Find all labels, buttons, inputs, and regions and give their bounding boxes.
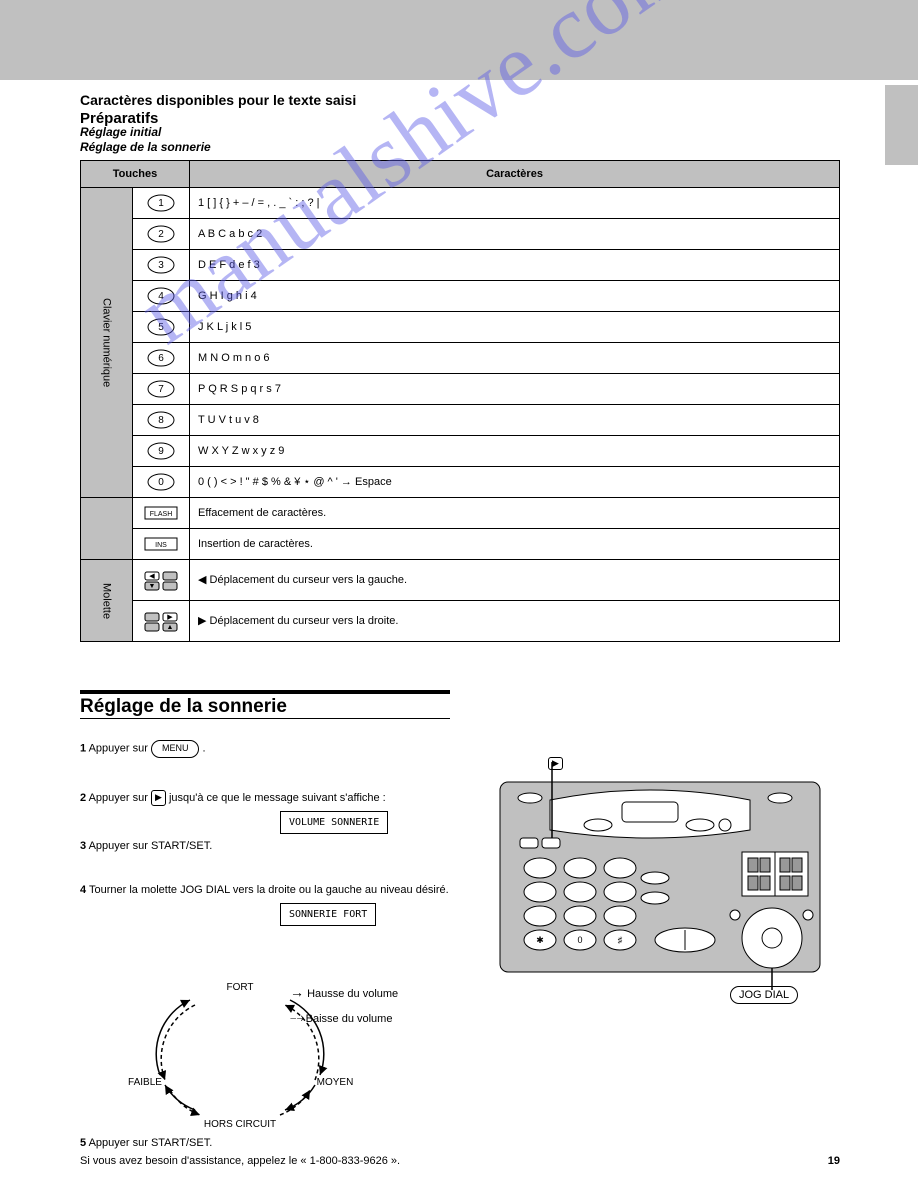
key-9: 9 — [133, 436, 190, 467]
ringer-heading: Réglage de la sonnerie — [80, 696, 450, 718]
key-2: 2 — [133, 219, 190, 250]
step-text: Appuyer sur START/SET. — [89, 840, 213, 852]
key-3: 3 — [133, 250, 190, 281]
svg-text:3: 3 — [158, 260, 164, 271]
svg-text:0: 0 — [577, 935, 582, 945]
control-panel-illustration: ✱ 0 ♯ — [490, 750, 830, 1010]
chars-ins: Insertion de caractères. — [190, 529, 840, 560]
chars-dial-left: ◀ Déplacement du curseur vers la gauche. — [190, 560, 840, 601]
key-label: 1 — [158, 198, 164, 209]
key-7: 7 — [133, 374, 190, 405]
svg-text:◀: ◀ — [149, 573, 155, 580]
step-text: Tourner la molette JOG DIAL vers la droi… — [89, 884, 449, 896]
step-num: 2 — [80, 792, 86, 804]
chars-flash: Effacement de caractères. — [190, 498, 840, 529]
step-2: 2 Appuyer sur ▶ jusqu'à ce que le messag… — [80, 790, 460, 834]
panel-play-label: ▶ — [548, 757, 563, 770]
step-text: Appuyer sur — [89, 743, 151, 755]
dial-label-moyen: MOYEN — [317, 1077, 354, 1088]
step-5b: 5 Appuyer sur START/SET. — [80, 1135, 460, 1152]
side-gray-tab — [885, 85, 918, 165]
key-1: 1 — [133, 188, 190, 219]
volume-legend: → Hausse du volume ⤍ Baisse du volume — [290, 980, 398, 1030]
page-sub2: Réglage de la sonnerie — [80, 140, 211, 154]
chars-5: J K L j k l 5 — [190, 312, 840, 343]
svg-text:7: 7 — [158, 384, 164, 395]
step-num: 3 — [80, 840, 86, 852]
svg-text:♯: ♯ — [618, 935, 623, 945]
step-num: 1 — [80, 743, 86, 755]
heading-line-top — [80, 690, 450, 694]
svg-text:▼: ▼ — [149, 583, 156, 590]
key-4: 4 — [133, 281, 190, 312]
legend-up: Hausse du volume — [307, 988, 398, 1000]
key-dial-right: ▶ ▲ — [133, 601, 190, 642]
svg-text:▶: ▶ — [167, 614, 173, 621]
chars-6: M N O m n o 6 — [190, 343, 840, 374]
key-dial-left: ◀ ▼ — [133, 560, 190, 601]
heading-line-bottom — [80, 718, 450, 719]
chars-0: 0 ( ) < > ! " # $ % & ¥ ⋆ @ ^ ' → Espace — [190, 467, 840, 498]
step-text: Appuyer sur START/SET. — [89, 1137, 213, 1149]
group-numeric: Clavier numérique — [81, 188, 133, 498]
chars-9: W X Y Z w x y z 9 — [190, 436, 840, 467]
chars-4: G H I g h i 4 — [190, 281, 840, 312]
svg-text:INS: INS — [155, 542, 167, 549]
step-text: Appuyer sur — [89, 792, 151, 804]
chars-dial-right: ▶ Déplacement du curseur vers la droite. — [190, 601, 840, 642]
step-4: 4 Tourner la molette JOG DIAL vers la dr… — [80, 882, 460, 926]
footer-text: Si vous avez besoin d'assistance, appele… — [80, 1155, 400, 1167]
svg-text:▲: ▲ — [167, 624, 174, 631]
chars-8: T U V t u v 8 — [190, 405, 840, 436]
key-ins: INS — [133, 529, 190, 560]
step-text-after: . — [203, 743, 206, 755]
svg-text:5: 5 — [158, 322, 164, 333]
arrow-up-icon: → — [290, 984, 304, 1000]
display-text-1: VOLUME SONNERIE — [280, 811, 388, 834]
dial-label-faible: FAIBLE — [128, 1077, 162, 1088]
page-number: 19 — [828, 1155, 840, 1167]
group-dial: Molette — [81, 560, 133, 642]
display-text-2: SONNERIE FORT — [280, 903, 376, 926]
svg-text:FLASH: FLASH — [150, 511, 173, 518]
page-title: Caractères disponibles pour le texte sai… — [80, 92, 356, 108]
step-3: 3 Appuyer sur START/SET. — [80, 838, 460, 855]
step-num: 4 — [80, 884, 86, 896]
table-header-keys: Touches — [81, 161, 190, 188]
char-table: Touches Caractères Clavier numérique 1 1… — [80, 160, 840, 642]
panel-jogdial-label: JOG DIAL — [730, 986, 798, 1004]
key-6: 6 — [133, 343, 190, 374]
top-gray-bar — [0, 0, 918, 80]
legend-down: Baisse du volume — [306, 1013, 393, 1025]
table-header-chars: Caractères — [190, 161, 840, 188]
chars-1: 1 [ ] { } + – / = , . _ ` : ; ? | — [190, 188, 840, 219]
svg-text:✱: ✱ — [536, 935, 544, 945]
key-flash: FLASH — [133, 498, 190, 529]
dial-label-off: HORS CIRCUIT — [204, 1119, 276, 1130]
group-empty — [81, 498, 133, 560]
key-8: 8 — [133, 405, 190, 436]
dial-label-fort: FORT — [226, 982, 253, 993]
menu-button-icon: MENU — [151, 740, 200, 758]
svg-text:4: 4 — [158, 291, 164, 302]
play-button-icon: ▶ — [151, 790, 166, 806]
chars-3: D E F d e f 3 — [190, 250, 840, 281]
step-text-after: jusqu'à ce que le message suivant s'affi… — [169, 792, 386, 804]
ringer-heading-bar: Réglage de la sonnerie — [80, 690, 450, 719]
svg-text:8: 8 — [158, 415, 164, 426]
svg-text:0: 0 — [158, 477, 164, 488]
svg-text:6: 6 — [158, 353, 164, 364]
key-0: 0 — [133, 467, 190, 498]
svg-text:9: 9 — [158, 446, 164, 457]
arrow-down-icon: ⤍ — [290, 1009, 303, 1025]
key-5: 5 — [133, 312, 190, 343]
page-sub1: Réglage initial — [80, 125, 161, 139]
svg-text:2: 2 — [158, 229, 164, 240]
step-num: 5 — [80, 1137, 86, 1149]
chars-7: P Q R S p q r s 7 — [190, 374, 840, 405]
chars-2: A B C a b c 2 — [190, 219, 840, 250]
step-1: 1 Appuyer sur MENU . — [80, 740, 460, 758]
